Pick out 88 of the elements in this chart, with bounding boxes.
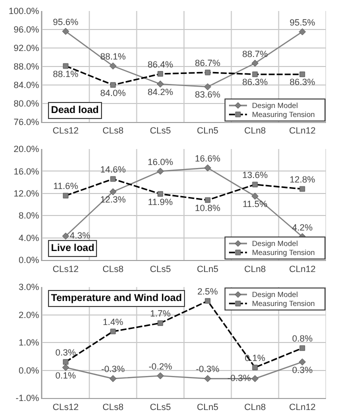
- y-tick-label: 92.0%: [14, 43, 40, 54]
- x-tick-label: CLn5: [196, 402, 218, 412]
- y-tick-label: 1.0%: [18, 338, 40, 348]
- y-tick-label: 88.0%: [14, 62, 40, 72]
- point: [252, 192, 258, 200]
- data-label: -0.3%: [101, 364, 125, 374]
- point: [156, 80, 164, 88]
- data-label: 12.8%: [290, 174, 316, 185]
- y-tick-label: 100.0%: [8, 6, 40, 16]
- data-label: 13.6%: [242, 170, 268, 180]
- y-tick-label: 84.0%: [14, 80, 40, 90]
- x-tick-label: CLn12: [289, 402, 316, 412]
- data-label: 1.4%: [102, 317, 124, 328]
- x-tick-label: CLs12: [52, 402, 79, 412]
- data-label: 11.9%: [148, 196, 173, 207]
- x-tick-label: CLs8: [102, 402, 124, 412]
- x-tick-label: CLn12: [289, 126, 316, 136]
- data-label: 84.2%: [148, 86, 174, 97]
- x-tick-label: CLs5: [150, 264, 171, 274]
- data-label: 0.3%: [55, 348, 76, 358]
- x-tick-label: CLs8: [102, 126, 124, 136]
- text: Live load: [51, 243, 94, 254]
- point: [62, 28, 70, 35]
- data-label: 86.3%: [290, 77, 316, 88]
- y-tick-label: 76.0%: [14, 117, 40, 128]
- data-label: 83.6%: [194, 90, 220, 100]
- x-tick-label: CLn5: [196, 264, 218, 274]
- point: [204, 83, 212, 90]
- point: [156, 372, 164, 380]
- x-tick-label: CLs12: [52, 126, 79, 136]
- data-label: 88.1%: [52, 68, 78, 79]
- data-label: 2.5%: [197, 286, 218, 297]
- data-label: 86.7%: [194, 58, 220, 68]
- point: [298, 358, 306, 366]
- point: [110, 62, 116, 70]
- x-tick-label: CLn12: [289, 264, 316, 274]
- y-tick-label: 4.0%: [18, 232, 40, 243]
- data-label: 0.3%: [292, 364, 313, 375]
- y-tick-label: 3.0%: [18, 282, 40, 292]
- data-label: -0.3%: [196, 364, 220, 374]
- data-label: 4.3%: [70, 230, 90, 240]
- data-label: 95.6%: [52, 16, 78, 27]
- x-tick-label: CLs5: [150, 402, 171, 412]
- y-tick-label: 96.0%: [14, 24, 40, 35]
- data-label: 4.2%: [292, 222, 313, 232]
- y-tick-label: 12.0%: [14, 188, 40, 199]
- point: [204, 375, 212, 382]
- data-label: 86.3%: [242, 77, 268, 88]
- y-tick-label: 2.0%: [18, 310, 40, 320]
- data-label: 88.7%: [242, 48, 268, 59]
- point: [110, 188, 116, 196]
- point: [156, 168, 164, 175]
- point: [110, 375, 116, 382]
- text: Dead load: [51, 105, 99, 116]
- x-tick-label: CLn8: [244, 402, 266, 412]
- data-label: 0.8%: [292, 334, 313, 344]
- data-label: 16.0%: [148, 156, 174, 167]
- x-tick-label: CLs12: [52, 264, 79, 274]
- data-label: 16.6%: [194, 154, 220, 164]
- data-label: 10.8%: [194, 202, 220, 213]
- y-tick-label: 80.0%: [14, 98, 40, 109]
- data-label: 0.1%: [55, 370, 76, 380]
- data-label: 14.6%: [100, 164, 126, 175]
- data-label: 11.6%: [53, 181, 78, 192]
- point: [252, 60, 258, 67]
- y-tick-label: 0.0%: [18, 365, 40, 376]
- y-tick-label: 8.0%: [18, 210, 40, 221]
- x-tick-label: CLn8: [244, 126, 266, 136]
- data-label: 1.7%: [150, 308, 171, 319]
- y-tick-label: 20.0%: [14, 144, 40, 154]
- data-label: 84.0%: [100, 88, 126, 98]
- data-label: 95.5%: [290, 17, 316, 28]
- data-label: 88.1%: [100, 52, 126, 62]
- x-tick-label: CLn5: [196, 126, 218, 136]
- y-tick-label: 16.0%: [14, 166, 40, 176]
- text: Temperature and Wind load: [51, 293, 182, 304]
- point: [62, 232, 70, 240]
- data-label: -0.2%: [148, 361, 172, 372]
- data-label: 86.4%: [148, 59, 174, 70]
- point: [62, 364, 70, 371]
- point: [252, 375, 258, 382]
- x-tick-label: CLs5: [150, 126, 171, 136]
- y-tick-label: 0.0%: [18, 255, 40, 266]
- x-tick-label: CLs8: [102, 264, 124, 274]
- x-tick-label: CLn8: [244, 264, 266, 274]
- y-tick-label: -1.0%: [16, 393, 40, 404]
- point: [204, 164, 212, 172]
- point: [298, 28, 306, 36]
